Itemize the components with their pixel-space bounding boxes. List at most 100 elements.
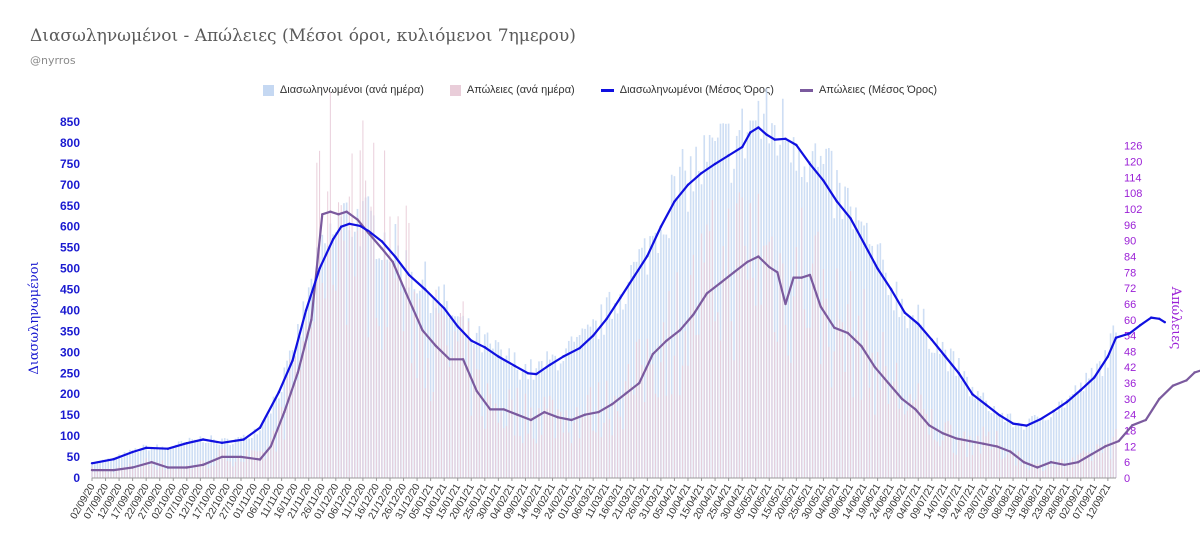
deaths-point: [258, 458, 262, 461]
chart-subtitle: @nyrros: [30, 54, 76, 67]
y-tick-label: 300: [60, 345, 80, 359]
daily-intubated-bar: [519, 379, 521, 478]
daily-deaths-bar: [1017, 451, 1020, 478]
intubated-point: [131, 450, 134, 454]
daily-intubated-bar: [614, 303, 616, 478]
daily-deaths-bar: [627, 364, 629, 478]
intubated-point: [1066, 400, 1069, 403]
daily-deaths-bar: [942, 440, 944, 478]
daily-intubated-bar: [879, 243, 882, 478]
deaths-point: [1131, 424, 1134, 427]
intubated-point: [944, 355, 947, 358]
daily-intubated-bar: [852, 229, 855, 478]
daily-deaths-bar: [803, 309, 805, 478]
intubated-point: [185, 442, 188, 445]
daily-deaths-bar: [603, 422, 605, 478]
daily-intubated-bar: [1101, 376, 1104, 478]
daily-deaths-bar: [665, 395, 667, 478]
deaths-point: [597, 410, 600, 414]
daily-deaths-bar: [199, 460, 201, 478]
daily-deaths-bar: [543, 396, 545, 478]
daily-intubated-bar: [643, 238, 646, 478]
daily-deaths-bar: [901, 402, 903, 478]
intubated-point: [578, 347, 581, 350]
daily-deaths-bar: [281, 406, 283, 478]
daily-intubated-bar: [429, 313, 432, 478]
daily-deaths-bar: [955, 454, 957, 478]
daily-intubated-bar: [874, 261, 876, 478]
daily-deaths-bar: [527, 433, 529, 478]
y-tick-label: 550: [60, 241, 80, 255]
y2-tick-label: 102: [1124, 204, 1142, 216]
daily-intubated-bar: [267, 415, 269, 478]
deaths-point: [1022, 461, 1026, 464]
daily-deaths-bar: [451, 356, 453, 478]
daily-deaths-bar: [652, 364, 654, 478]
y-tick-label: 250: [60, 366, 80, 380]
daily-intubated-bar: [123, 452, 126, 478]
daily-deaths-bar: [511, 399, 513, 478]
daily-deaths-bar: [868, 387, 871, 478]
daily-deaths-bar: [478, 369, 480, 478]
daily-intubated-bar: [1109, 333, 1112, 478]
daily-deaths-bar: [286, 376, 288, 478]
legend-item-intubated-daily[interactable]: Διασωληνωμένοι (ανά ημέρα): [262, 84, 424, 96]
daily-intubated-bar: [1047, 419, 1050, 478]
intubated-point: [318, 267, 321, 270]
daily-deaths-bar: [714, 321, 716, 478]
intubated-point: [258, 426, 262, 429]
daily-deaths-bar: [990, 449, 992, 478]
y2-tick-label: 12: [1124, 441, 1136, 453]
daily-deaths-bar: [427, 358, 429, 478]
daily-deaths-bar: [197, 466, 199, 478]
daily-deaths-bar: [795, 247, 797, 478]
daily-deaths-bar: [1085, 452, 1087, 478]
daily-deaths-bar: [129, 463, 131, 478]
intubated-point: [145, 446, 148, 449]
daily-intubated-bar: [1093, 375, 1096, 478]
legend-item-deaths-avg[interactable]: Απώλειες (Μέσος Όρος): [799, 84, 937, 96]
daily-deaths-bar: [459, 313, 461, 478]
daily-deaths-bar: [576, 407, 578, 478]
daily-intubated-bar: [1033, 415, 1036, 478]
daily-deaths-bar: [798, 280, 800, 478]
intubated-point: [876, 267, 879, 270]
legend-item-deaths-daily[interactable]: Απώλειες (ανά ημέρα): [449, 84, 575, 96]
daily-deaths-bar: [925, 413, 927, 478]
daily-intubated-bar: [1088, 378, 1090, 478]
deaths-point: [995, 445, 998, 448]
deaths-point: [955, 437, 958, 440]
daily-deaths-bar: [825, 298, 827, 478]
daily-deaths-bar: [882, 332, 884, 478]
legend-item-intubated-avg[interactable]: Διασωληνωμένοι (Μέσος Όρος): [600, 84, 774, 96]
daily-deaths-bar: [346, 324, 348, 478]
intubated-point: [331, 238, 335, 241]
daily-intubated-bar: [432, 297, 435, 478]
daily-deaths-bar: [952, 452, 954, 478]
daily-deaths-bar: [226, 460, 228, 478]
daily-deaths-bar: [91, 466, 93, 478]
intubated-point: [632, 275, 635, 279]
daily-deaths-bar: [1007, 454, 1009, 478]
daily-deaths-bar: [254, 450, 256, 478]
deaths-point: [1117, 439, 1120, 443]
daily-deaths-bar: [584, 417, 586, 478]
daily-deaths-bar: [898, 408, 900, 478]
daily-deaths-bar: [828, 346, 830, 478]
daily-deaths-bar: [744, 245, 746, 478]
intubated-point: [90, 462, 94, 465]
deaths-point: [833, 326, 836, 329]
intubated-point: [890, 288, 893, 291]
daily-deaths-bar: [248, 457, 250, 478]
daily-deaths-bar: [405, 205, 407, 479]
deaths-point: [705, 292, 709, 295]
daily-intubated-bar: [115, 456, 118, 478]
y-tick-label: 200: [60, 387, 80, 401]
intubated-point: [686, 183, 690, 186]
daily-intubated-bar: [977, 391, 979, 478]
daily-deaths-bar: [505, 426, 508, 478]
daily-intubated-bar: [941, 341, 944, 478]
daily-deaths-bar: [638, 339, 640, 478]
daily-deaths-bar: [695, 335, 697, 478]
daily-deaths-bar: [1091, 460, 1093, 478]
